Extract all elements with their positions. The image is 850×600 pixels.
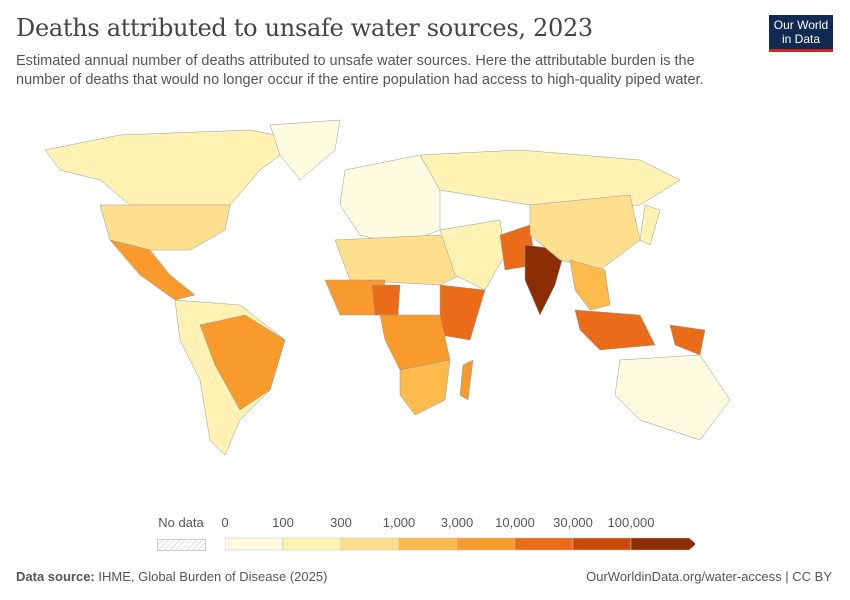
legend-bin-3[interactable] [398,537,458,551]
region-southern-africa[interactable] [399,359,451,416]
legend-bin-6[interactable] [572,537,632,551]
license-link[interactable]: OurWorldinData.org/water-access | CC BY [586,569,832,584]
region-nigeria[interactable] [371,284,401,316]
region-north-africa[interactable] [334,234,471,286]
legend-tick: 3,000 [440,515,474,530]
page-title: Deaths attributed to unsafe water source… [16,14,593,42]
legend-tick: 100 [272,515,294,530]
legend-bin-5[interactable] [514,537,574,551]
legend-tick: 300 [330,515,352,530]
legend-tick: 100,000 [607,515,655,530]
region-brazil[interactable] [199,314,286,411]
region-japan[interactable] [639,204,661,246]
owid-logo[interactable]: Our World in Data [769,15,833,52]
legend-color-bar [225,537,695,551]
region-mexico-central-america[interactable] [109,239,196,301]
region-madagascar[interactable] [459,359,474,401]
region-papua-new-guinea[interactable] [669,324,706,356]
legend-bin-0[interactable] [225,537,284,551]
legend-bin-1[interactable] [282,537,342,551]
legend-no-data-swatch [157,539,206,551]
legend-no-data-label: No data [158,515,204,530]
region-north-america[interactable] [44,129,301,206]
legend-bin-7[interactable] [630,537,695,551]
region-middle-east[interactable] [439,219,506,291]
region-europe[interactable] [339,154,441,246]
region-australia[interactable] [614,354,731,441]
legend-bin-2[interactable] [340,537,400,551]
data-source: Data source: IHME, Global Burden of Dise… [16,569,328,584]
legend-tick: 30,000 [553,515,593,530]
legend-bin-4[interactable] [456,537,516,551]
region-russia[interactable] [419,149,681,211]
region-east-africa[interactable] [439,284,486,341]
region-greenland[interactable] [269,119,341,181]
legend-tick: 0 [221,515,229,530]
legend-tick: 1,000 [382,515,416,530]
region-indonesia[interactable] [574,309,656,351]
page-subtitle: Estimated annual number of deaths attrib… [16,53,704,88]
region-southeast-asia[interactable] [569,259,611,311]
region-central-africa[interactable] [379,314,451,371]
legend-tick: 10,000 [495,515,535,530]
world-map[interactable] [0,110,850,510]
